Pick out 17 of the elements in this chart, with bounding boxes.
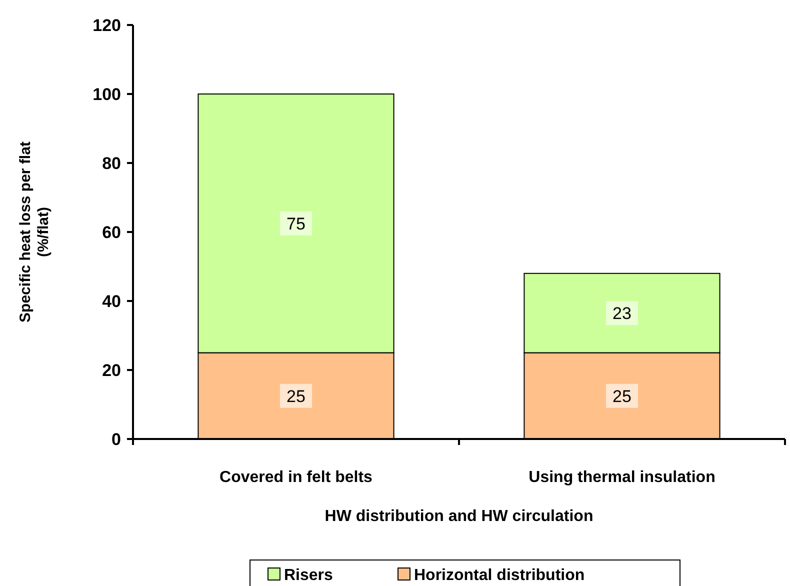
- y-tick-label: 40: [102, 292, 121, 311]
- data-label: 25: [612, 386, 632, 406]
- y-tick-label: 0: [112, 430, 121, 449]
- legend-label: Risers: [284, 567, 334, 584]
- y-tick-label: 60: [102, 223, 121, 242]
- legend-label: Horizontal distribution: [414, 567, 585, 584]
- data-label: 25: [286, 386, 306, 406]
- y-tick-label: 120: [92, 16, 121, 35]
- x-tick-label: Using thermal insulation: [528, 469, 716, 486]
- x-axis-title: HW distribution and HW circulation: [324, 508, 594, 525]
- data-label: 23: [612, 304, 632, 324]
- x-tick-label: Covered in felt belts: [220, 469, 373, 486]
- y-tick-label: 20: [102, 361, 121, 380]
- y-axis-title: Specific heat loss per flat (%/flat): [17, 142, 52, 322]
- data-label: 75: [286, 214, 306, 234]
- y-tick-label: 80: [102, 154, 121, 173]
- y-tick-label: 100: [92, 85, 121, 104]
